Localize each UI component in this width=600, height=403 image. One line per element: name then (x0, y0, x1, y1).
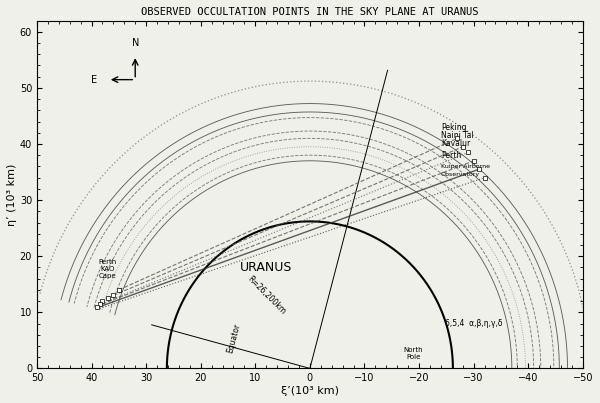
Text: Peking: Peking (441, 123, 466, 132)
Text: Kavalur: Kavalur (441, 139, 470, 148)
Text: N: N (131, 38, 139, 48)
Text: North
Pole: North Pole (404, 347, 424, 360)
Text: URANUS: URANUS (240, 261, 292, 274)
Text: Perth: Perth (441, 151, 461, 160)
Title: OBSERVED OCCULTATION POINTS IN THE SKY PLANE AT URANUS: OBSERVED OCCULTATION POINTS IN THE SKY P… (141, 7, 479, 17)
Y-axis label: η’ (10³ km): η’ (10³ km) (7, 163, 17, 226)
Text: Perth
KAO
Cape: Perth KAO Cape (99, 259, 117, 278)
Text: Observatory: Observatory (441, 172, 480, 177)
Text: 6,5,4  α,β,η,γ,δ: 6,5,4 α,β,η,γ,δ (445, 319, 502, 328)
Text: Kuiper Airborne: Kuiper Airborne (441, 164, 490, 169)
Text: R=26,200km: R=26,200km (245, 274, 287, 316)
X-axis label: ξ’(10³ km): ξ’(10³ km) (281, 386, 339, 396)
Text: Naini Tal: Naini Tal (441, 131, 473, 140)
Text: Equator: Equator (225, 323, 242, 354)
Text: E: E (91, 75, 97, 85)
